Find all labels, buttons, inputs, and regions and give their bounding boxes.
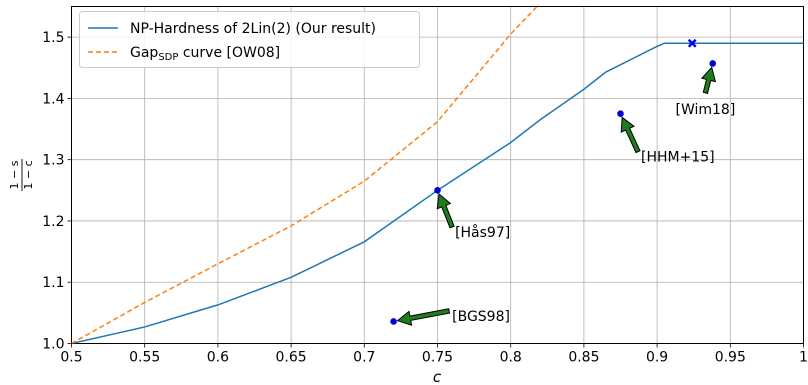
legend-label-our-result: NP-Hardness of 2Lin(2) (Our result) [130,21,376,37]
legend-label-ow08-rest: curve [OW08] [178,45,280,61]
y-axis-label-denominator: 1 − c [22,160,35,189]
annotation-arrow-hhm15 [620,116,641,154]
y-tick-label: 1.3 [42,153,64,169]
y-tick-label: 1.4 [42,91,64,107]
annotation-arrow-hs97 [436,193,455,229]
y-tick-label: 1.0 [42,337,64,353]
legend-label-ow08: GapSDP curve [OW08] [130,45,280,63]
annotation-arrow-bgs98 [396,308,451,326]
y-axis-label: 1 − s 1 − c [8,159,35,191]
x-tick-label: 0.9 [646,350,668,366]
annotation-label-hhm15: [HHM+15] [641,150,715,166]
series-line-ow08 [71,6,539,344]
legend-label-ow08-sub: SDP [158,52,178,63]
x-tick-label: 1 [799,350,808,366]
annotation-label-hs97: [Hås97] [455,224,510,241]
annotation-arrow-wim18 [700,66,717,94]
data-point-bgs98 [390,318,397,325]
x-tick-label: 0.5 [60,350,82,366]
legend: NP-Hardness of 2Lin(2) (Our result) GapS… [79,11,420,68]
annotation-label-bgs98: [BGS98] [452,309,510,325]
x-tick-label: 0.7 [353,350,375,366]
y-ticks: 1.0 1.1 1.2 1.3 1.4 1.5 [42,30,72,353]
x-tick-label: 0.75 [422,350,453,366]
x-tick-label: 0.95 [715,350,746,366]
y-tick-label: 1.2 [42,214,64,230]
y-tick-label: 1.5 [42,30,64,46]
x-axis-label: c [433,368,442,385]
series-line-our-result [71,42,804,344]
y-tick-label: 1.1 [42,275,64,291]
markers-layer [687,38,697,48]
data-point-hhm15 [617,110,624,118]
data-point-hs97 [434,187,441,194]
legend-box [79,11,420,68]
x-tick-label: 0.55 [129,350,160,366]
x-tick-label: 0.65 [276,350,307,366]
annotation-label-wim18: [Wim18] [676,102,736,118]
x-tick-label: 0.6 [207,350,229,366]
x-tick-label: 0.85 [568,350,599,366]
legend-label-ow08-main: Gap [130,45,158,61]
series-layer [71,6,804,344]
data-point-wim18 [709,60,717,67]
annotations-layer: [BGS98] [Hås97] [HHM+15] [Wim18] [390,60,736,326]
y-axis-label-numerator: 1 − s [8,160,21,189]
x-ticks: 0.5 0.55 0.6 0.65 0.7 0.75 0.8 0.85 0.9 0.95 1 [60,343,808,366]
cross-marker [687,38,697,48]
x-tick-label: 0.8 [500,350,522,366]
